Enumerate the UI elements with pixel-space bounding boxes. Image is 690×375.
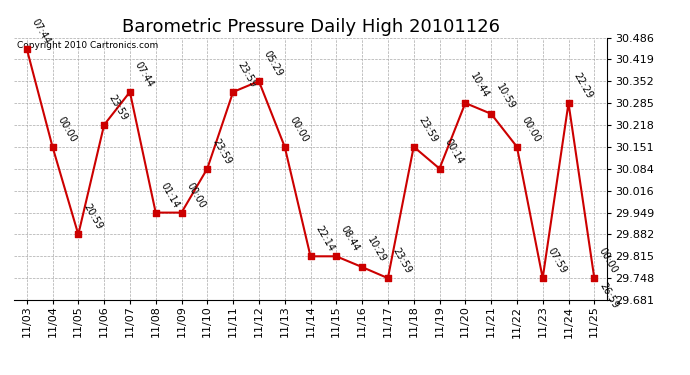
Text: Copyright 2010 Cartronics.com: Copyright 2010 Cartronics.com <box>17 42 158 51</box>
Text: 00:00: 00:00 <box>184 181 207 210</box>
Point <box>486 111 497 117</box>
Point <box>382 275 393 281</box>
Text: 01:14: 01:14 <box>159 181 181 210</box>
Text: 05:29: 05:29 <box>262 49 284 78</box>
Text: 07:59: 07:59 <box>546 246 568 275</box>
Text: 26:59: 26:59 <box>597 281 620 310</box>
Point <box>124 89 135 95</box>
Text: 23:59: 23:59 <box>107 93 130 122</box>
Point <box>99 122 110 128</box>
Point <box>434 166 445 172</box>
Point <box>201 166 213 172</box>
Point <box>279 144 290 150</box>
Point <box>563 100 574 106</box>
Text: 07:44: 07:44 <box>132 60 155 89</box>
Point <box>47 144 58 150</box>
Text: 22:14: 22:14 <box>313 224 336 254</box>
Point <box>21 46 32 52</box>
Point <box>408 144 420 150</box>
Text: 23:59: 23:59 <box>210 136 233 166</box>
Point <box>538 275 549 281</box>
Text: 00:00: 00:00 <box>520 115 542 144</box>
Point <box>253 78 264 84</box>
Point <box>460 100 471 106</box>
Text: 10:44: 10:44 <box>468 71 491 100</box>
Point <box>331 253 342 259</box>
Point <box>511 144 522 150</box>
Point <box>176 210 187 216</box>
Text: 20:59: 20:59 <box>81 202 104 232</box>
Text: 23:59: 23:59 <box>236 60 259 89</box>
Text: 00:00: 00:00 <box>55 115 78 144</box>
Point <box>305 253 316 259</box>
Text: 23:59: 23:59 <box>391 246 413 275</box>
Point <box>589 275 600 281</box>
Text: 00:00: 00:00 <box>597 246 620 275</box>
Point <box>72 231 83 237</box>
Point <box>357 264 368 270</box>
Text: 00:00: 00:00 <box>288 115 310 144</box>
Text: 22:29: 22:29 <box>571 71 594 100</box>
Text: 00:14: 00:14 <box>442 137 465 166</box>
Text: 07:44: 07:44 <box>30 16 52 46</box>
Text: 10:59: 10:59 <box>494 82 517 111</box>
Point <box>228 89 239 95</box>
Text: 08:44: 08:44 <box>339 225 362 254</box>
Point <box>150 210 161 216</box>
Text: 23:59: 23:59 <box>417 115 439 144</box>
Title: Barometric Pressure Daily High 20101126: Barometric Pressure Daily High 20101126 <box>121 18 500 36</box>
Text: 10:29: 10:29 <box>365 235 388 264</box>
